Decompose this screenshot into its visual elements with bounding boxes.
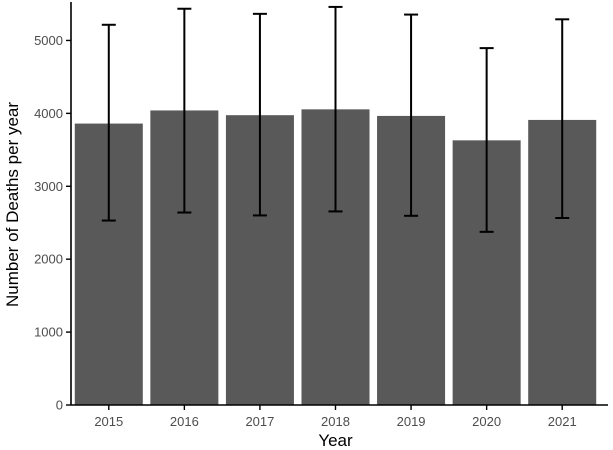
x-axis-title: Year — [318, 431, 353, 450]
x-tick-label-2017: 2017 — [245, 414, 274, 429]
y-tick-label-3000: 3000 — [34, 179, 63, 194]
error-bar-2019 — [404, 13, 419, 217]
x-tick-label-2020: 2020 — [472, 414, 501, 429]
x-tick-label-2019: 2019 — [397, 414, 426, 429]
error-bar-2018 — [328, 5, 343, 213]
y-tick-label-0: 0 — [56, 398, 63, 413]
y-axis-title: Number of Deaths per year — [3, 102, 22, 307]
x-tick-label-2021: 2021 — [548, 414, 577, 429]
y-tick-label-2000: 2000 — [34, 252, 63, 267]
error-bar-2015 — [101, 23, 116, 222]
x-tick-label-2016: 2016 — [170, 414, 199, 429]
x-tick-label-2015: 2015 — [94, 414, 123, 429]
error-bar-2016 — [177, 7, 192, 214]
y-tick-label-4000: 4000 — [34, 106, 63, 121]
axes-group — [70, 2, 608, 406]
y-tick-label-5000: 5000 — [34, 33, 63, 48]
x-ticks-group: 2015 2016 2017 2018 2019 2020 2021 — [94, 405, 577, 429]
y-tick-label-1000: 1000 — [34, 325, 63, 340]
y-ticks-group: 0 1000 2000 3000 4000 5000 — [34, 33, 71, 413]
error-bar-2020 — [479, 47, 494, 233]
error-bars-group — [101, 5, 570, 233]
error-bar-2017 — [252, 12, 267, 217]
x-tick-label-2018: 2018 — [321, 414, 350, 429]
error-bar-2021 — [555, 18, 570, 219]
